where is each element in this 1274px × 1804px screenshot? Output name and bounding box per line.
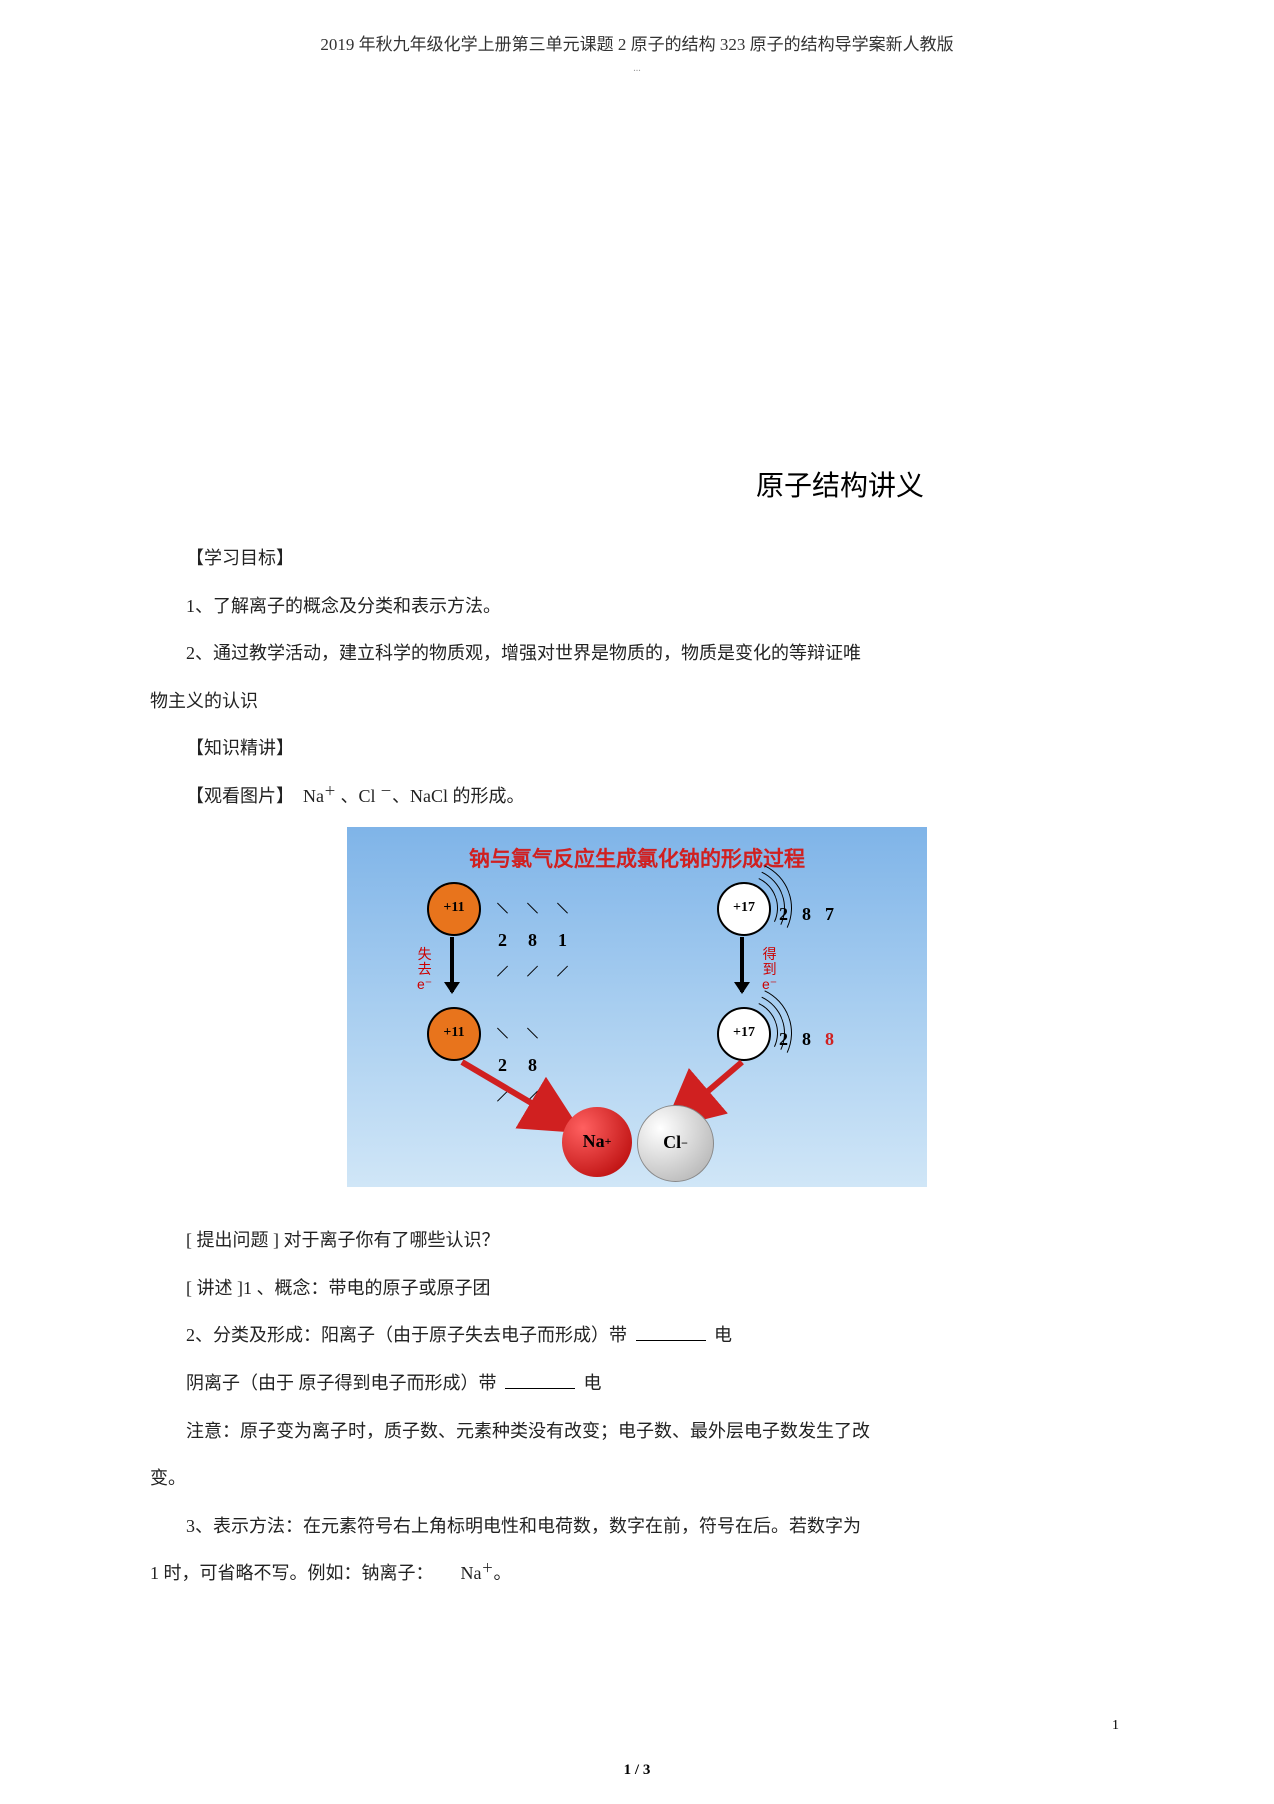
minus-superscript: － <box>380 784 392 798</box>
gain-electron-label: 得到e⁻ <box>762 947 777 993</box>
na-atom-mid: +11 <box>427 1007 481 1061</box>
content-body: 【学习目标】 1、了解离子的概念及分类和表示方法。 2、通过教学活动，建立科学的… <box>150 539 1124 1594</box>
na2-shell-2: ＼8／ <box>527 1022 538 1110</box>
question-line: [ 提出问题 ] 对于离子你有了哪些认识？ <box>150 1221 1124 1261</box>
document-page: 2019 年秋九年级化学上册第三单元课题 2 原子的结构 323 原子的结构导学… <box>0 0 1274 1804</box>
objectives-heading: 【学习目标】 <box>150 539 1124 579</box>
arrow-down-cl <box>740 937 744 992</box>
objective-1: 1、了解离子的概念及分类和表示方法。 <box>150 587 1124 627</box>
view-pic-mid: 、Cl <box>336 786 380 806</box>
cl-shell-1: 2 <box>779 895 788 935</box>
cl2-shell-2: 8 <box>802 1020 811 1060</box>
arrow-down-na <box>450 937 454 992</box>
blank-anion <box>505 1370 575 1389</box>
view-pic-prefix: 【观看图片】 Na <box>186 786 324 806</box>
cl-shell-2: 8 <box>802 895 811 935</box>
cl2-shell-3: 8 <box>825 1020 834 1060</box>
document-header: 2019 年秋九年级化学上册第三单元课题 2 原子的结构 323 原子的结构导学… <box>150 30 1124 55</box>
classify-line: 2、分类及形成：阳离子（由于原子失去电子而形成）带 电 <box>150 1316 1124 1356</box>
note-line: 注意：原子变为离子时，质子数、元素种类没有改变；电子数、最外层电子数发生了改 <box>150 1412 1124 1452</box>
notation-line-a: 3、表示方法：在元素符号右上角标明电性和电荷数，数字在前，符号在后。若数字为 <box>150 1507 1124 1547</box>
anion-suffix: 电 <box>584 1373 602 1393</box>
diagram-container: 钠与氯气反应生成氯化钠的形成过程 +11 ＼2／ ＼8／ ＼1／ +17 <box>150 827 1124 1202</box>
page-title: 原子结构讲义 <box>150 464 924 504</box>
concept-line: [ 讲述 ]1 、概念：带电的原子或原子团 <box>150 1269 1124 1309</box>
lose-electron-label: 失去e⁻ <box>417 947 432 993</box>
objective-2-cont: 物主义的认识 <box>150 682 1124 722</box>
na-shell-3: ＼1／ <box>557 897 568 985</box>
page-number-center: 1 / 3 <box>0 1762 1274 1779</box>
blank-cation <box>636 1322 706 1341</box>
notation-b-prefix: 1 时，可省略不写。例如：钠离子： Na <box>150 1563 482 1583</box>
view-pic-suffix: 、NaCl 的形成。 <box>392 786 525 806</box>
cl-ion-ball: Cl− <box>637 1105 714 1182</box>
notation-line-b: 1 时，可省略不写。例如：钠离子： Na＋。 <box>150 1554 1124 1594</box>
anion-prefix: 阴离子（由于 原子得到电子而形成）带 <box>186 1373 497 1393</box>
na-ion-ball: Na+ <box>562 1107 632 1177</box>
cl2-shell-1: 2 <box>779 1020 788 1060</box>
note-cont: 变。 <box>150 1459 1124 1499</box>
classify-suffix: 电 <box>714 1325 732 1345</box>
na2-shell-1: ＼2／ <box>497 1022 508 1110</box>
na-nucleus-mid: +11 <box>427 1007 481 1061</box>
na-shell-1: ＼2／ <box>497 897 508 985</box>
nacl-formation-diagram: 钠与氯气反应生成氯化钠的形成过程 +11 ＼2／ ＼8／ ＼1／ +17 <box>347 827 927 1187</box>
notation-b-suffix: 。 <box>494 1563 512 1583</box>
cl-shell-3: 7 <box>825 895 834 935</box>
diagram-title: 钠与氯气反应生成氯化钠的形成过程 <box>347 837 927 883</box>
na-plus-sup: ＋ <box>482 1561 494 1575</box>
page-number-right: 1 <box>1112 1718 1119 1734</box>
na-shell-2: ＼8／ <box>527 897 538 985</box>
objective-2: 2、通过教学活动，建立科学的物质观，增强对世界是物质的，物质是变化的等辩证唯 <box>150 634 1124 674</box>
classify-prefix: 2、分类及形成：阳离子（由于原子失去电子而形成）带 <box>186 1325 627 1345</box>
knowledge-heading: 【知识精讲】 <box>150 729 1124 769</box>
document-subheader: ... <box>150 63 1124 74</box>
anion-line: 阴离子（由于 原子得到电子而形成）带 电 <box>150 1364 1124 1404</box>
view-picture-line: 【观看图片】 Na＋ 、Cl －、NaCl 的形成。 <box>150 777 1124 817</box>
na-nucleus-top: +11 <box>427 882 481 936</box>
plus-superscript: ＋ <box>324 784 336 798</box>
na-atom-top: +11 <box>427 882 481 936</box>
